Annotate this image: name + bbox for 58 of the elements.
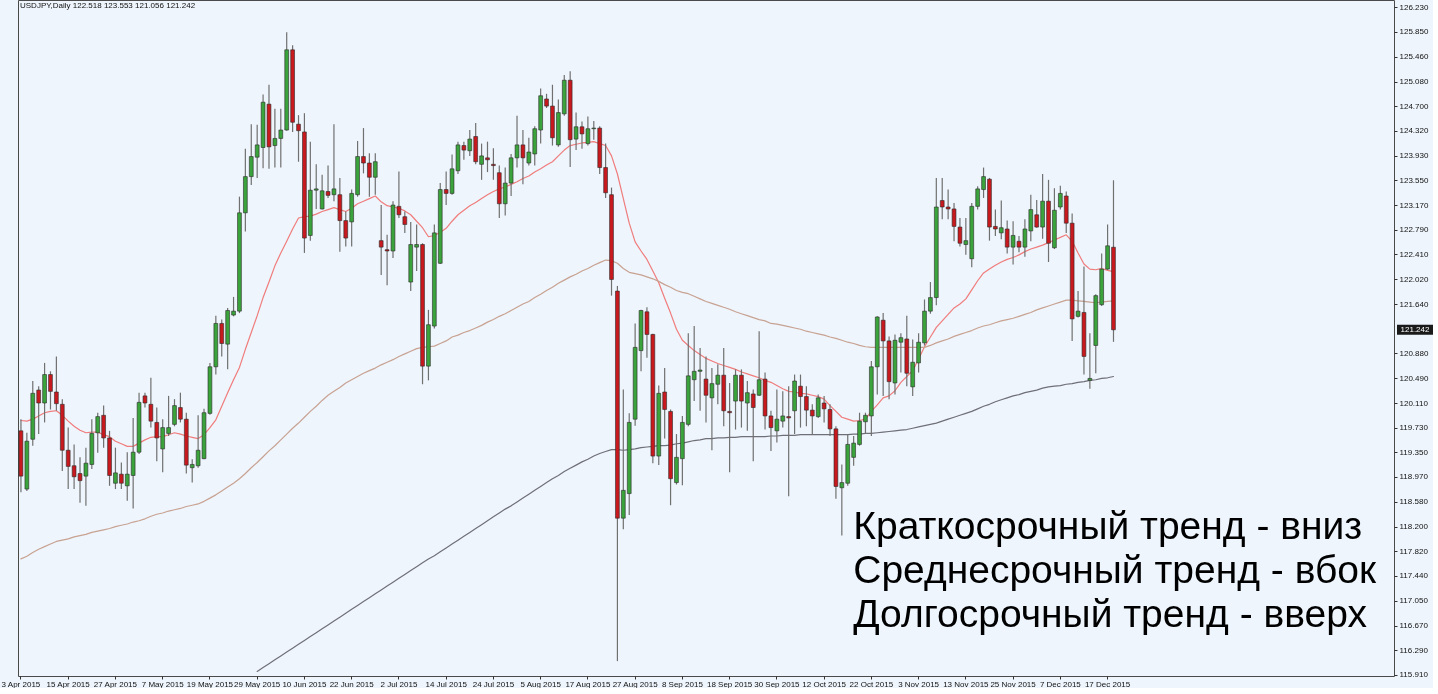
- y-tick-label: 123.550: [1399, 175, 1429, 185]
- y-tick-label: 122.020: [1399, 274, 1429, 284]
- candlestick: [727, 382, 732, 473]
- x-tick-label: 14 Jul 2015: [425, 679, 468, 689]
- y-tick-label: 116.290: [1399, 645, 1429, 655]
- y-tick-label: 116.670: [1399, 621, 1429, 631]
- y-tick-label: 123.170: [1399, 200, 1429, 210]
- x-tick-label: 24 Jul 2015: [472, 679, 515, 689]
- y-tick-label: 120.110: [1399, 398, 1429, 408]
- x-tick-label: 18 Sep 2015: [706, 679, 753, 689]
- x-tick-label: 3 Apr 2015: [1, 679, 41, 689]
- y-tick-label: 117.440: [1399, 571, 1429, 581]
- annotation: Долгосрочный тренд - вверх: [853, 592, 1368, 636]
- y-tick-label: 122.790: [1399, 225, 1429, 235]
- y-tick-label: 119.350: [1399, 447, 1429, 457]
- x-tick-label: 30 Sep 2015: [754, 679, 801, 689]
- x-tick-label: 19 May 2015: [186, 679, 234, 689]
- x-tick-label: 27 Apr 2015: [93, 679, 138, 689]
- y-tick-label: 122.410: [1399, 249, 1429, 259]
- y-tick-label: 120.490: [1399, 373, 1429, 383]
- x-tick-label: 15 Apr 2015: [46, 679, 91, 689]
- y-tick-label: 124.320: [1399, 126, 1429, 136]
- y-tick-label: 124.700: [1399, 101, 1429, 111]
- y-tick-label: 125.850: [1399, 27, 1429, 37]
- x-tick-label: 8 Sep 2015: [661, 679, 704, 689]
- x-tick-label: 5 Aug 2015: [520, 679, 562, 689]
- x-tick-label: 2 Jul 2015: [380, 679, 418, 689]
- x-tick-label: 17 Aug 2015: [565, 679, 611, 689]
- y-tick-label: 125.080: [1399, 77, 1429, 87]
- y-tick-label: 125.460: [1399, 52, 1429, 62]
- x-tick-label: 13 Nov 2015: [943, 679, 990, 689]
- x-tick-label: 22 Jun 2015: [329, 679, 375, 689]
- chart-title: USDJPY,Daily 122.518 123.553 121.056 121.242: [20, 1, 196, 10]
- candlestick: [378, 204, 384, 276]
- x-tick-label: 7 Dec 2015: [1039, 679, 1082, 689]
- x-tick-label: 27 Aug 2015: [612, 679, 659, 689]
- x-tick-label: 25 Nov 2015: [990, 679, 1037, 689]
- x-tick-label: 10 Jun 2015: [282, 679, 327, 689]
- y-tick-label: 118.200: [1399, 522, 1429, 532]
- y-tick-label: 118.970: [1399, 472, 1429, 482]
- x-tick-label: 17 Dec 2015: [1084, 679, 1131, 689]
- y-tick-label: 121.640: [1399, 299, 1429, 309]
- x-tick-label: 22 Oct 2015: [849, 679, 894, 689]
- x-tick-label: 12 Oct 2015: [802, 679, 847, 689]
- x-tick-label: 3 Nov 2015: [898, 679, 940, 689]
- y-tick-label: 120.880: [1399, 348, 1429, 358]
- y-tick-label: 126.230: [1399, 2, 1429, 12]
- text: 121.242: [1400, 324, 1431, 334]
- x-tick-label: 29 May 2015: [234, 679, 281, 689]
- y-tick-label: 118.580: [1399, 497, 1429, 507]
- y-tick-label: 117.050: [1399, 596, 1429, 606]
- annotation: Краткосрочный тренд - вниз: [853, 504, 1363, 548]
- y-tick-label: 115.910: [1399, 670, 1429, 680]
- y-tick-label: 123.930: [1399, 151, 1429, 161]
- annotation: Среднесрочный тренд - вбок: [853, 548, 1377, 592]
- y-tick-label: 117.820: [1399, 546, 1429, 556]
- y-tick-label: 119.730: [1399, 423, 1429, 433]
- x-tick-label: 7 May 2015: [141, 679, 185, 689]
